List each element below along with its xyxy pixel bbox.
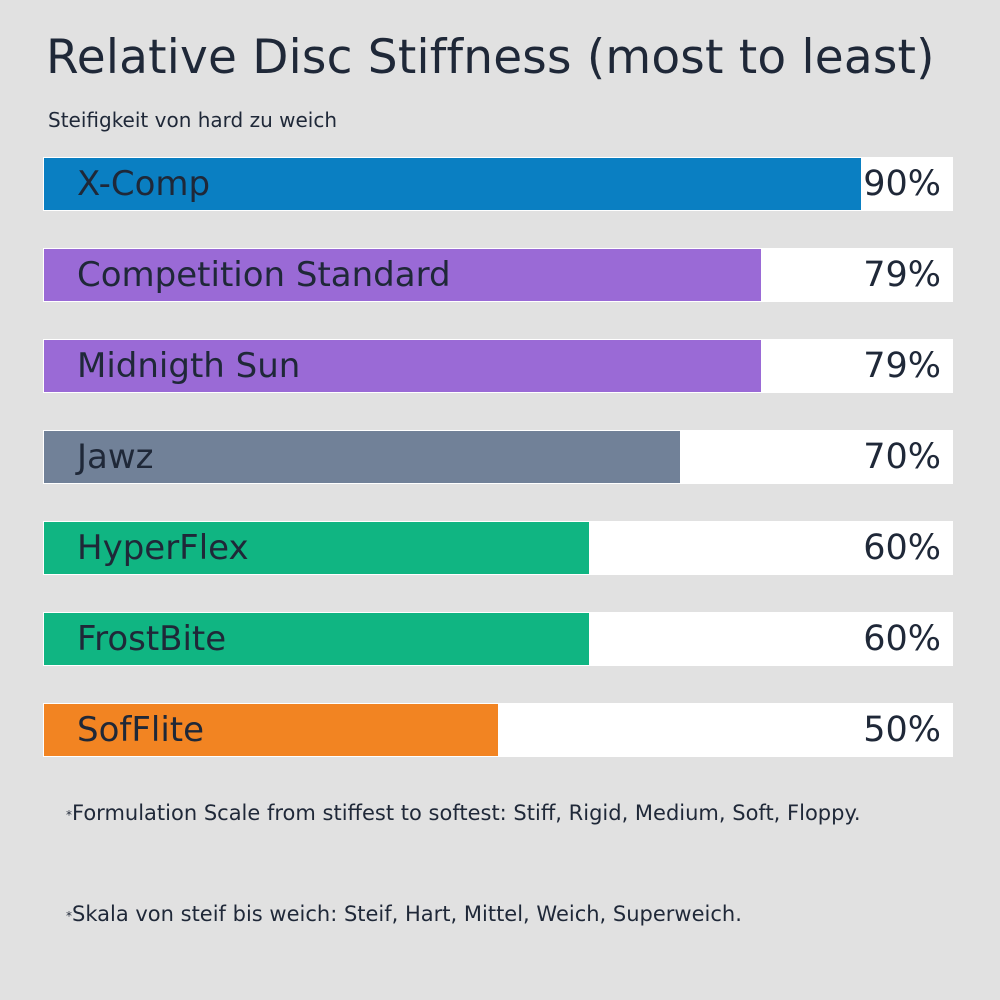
footnote-text: Skala von steif bis weich: Steif, Hart, … bbox=[72, 902, 742, 926]
bar-row: SofFlite 50% bbox=[43, 703, 953, 757]
bar-label: HyperFlex bbox=[77, 528, 249, 568]
bar bbox=[44, 158, 861, 210]
bar-label: Competition Standard bbox=[77, 255, 451, 295]
footnote-english: *Formulation Scale from stiffest to soft… bbox=[66, 796, 926, 831]
bar-label: X-Comp bbox=[77, 164, 211, 204]
bar-value-label: 60% bbox=[863, 619, 941, 659]
bar bbox=[44, 613, 589, 665]
bar-label: FrostBite bbox=[77, 619, 227, 659]
bar-value-label: 70% bbox=[863, 437, 941, 477]
bar-value-label: 90% bbox=[863, 164, 941, 204]
bar-row: FrostBite 60% bbox=[43, 612, 953, 666]
bar-row: X-Comp 90% bbox=[43, 157, 953, 211]
bar-value-label: 60% bbox=[863, 528, 941, 568]
bar bbox=[44, 704, 498, 756]
bar bbox=[44, 431, 680, 483]
footnote-text: Formulation Scale from stiffest to softe… bbox=[72, 801, 861, 825]
bar-label: Midnigth Sun bbox=[77, 346, 301, 386]
footnote-marker: * bbox=[66, 808, 72, 822]
bar bbox=[44, 249, 761, 301]
bar-value-label: 50% bbox=[863, 710, 941, 750]
bar-row: HyperFlex 60% bbox=[43, 521, 953, 575]
chart-title: Relative Disc Stiffness (most to least) bbox=[46, 30, 935, 85]
bar-label: SofFlite bbox=[77, 710, 205, 750]
bar bbox=[44, 340, 761, 392]
bar-row: Midnigth Sun 79% bbox=[43, 339, 953, 393]
bar-row: Competition Standard 79% bbox=[43, 248, 953, 302]
bar bbox=[44, 522, 589, 574]
bar-row: Jawz 70% bbox=[43, 430, 953, 484]
footnote-marker: * bbox=[66, 909, 72, 923]
chart-subtitle: Steifigkeit von hard zu weich bbox=[48, 108, 338, 132]
bar-label: Jawz bbox=[77, 437, 154, 477]
bar-value-label: 79% bbox=[863, 346, 941, 386]
bar-value-label: 79% bbox=[863, 255, 941, 295]
footnote-german: *Skala von steif bis weich: Steif, Hart,… bbox=[66, 897, 926, 932]
